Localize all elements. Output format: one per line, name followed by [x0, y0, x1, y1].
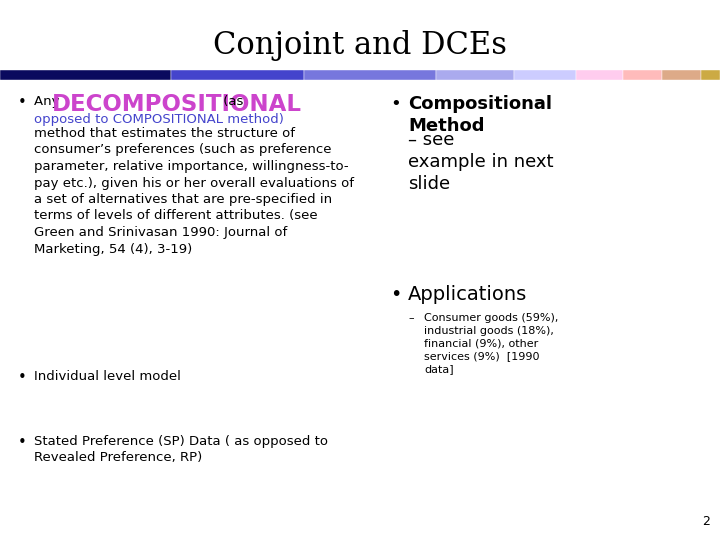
Text: •: •: [390, 285, 401, 304]
Text: 2: 2: [702, 515, 710, 528]
Text: •: •: [390, 95, 401, 113]
Text: •: •: [18, 435, 27, 450]
Bar: [576, 70, 623, 80]
Bar: [662, 70, 701, 80]
Bar: [436, 70, 514, 80]
Bar: [0, 70, 171, 80]
Text: –: –: [408, 313, 413, 323]
Bar: [171, 70, 304, 80]
Text: Individual level model: Individual level model: [34, 370, 181, 383]
Text: Applications: Applications: [408, 285, 527, 304]
Text: Consumer goods (59%),
industrial goods (18%),
financial (9%), other
services (9%: Consumer goods (59%), industrial goods (…: [424, 313, 559, 374]
Text: •: •: [18, 95, 27, 110]
Bar: [623, 70, 662, 80]
Text: Conjoint and DCEs: Conjoint and DCEs: [213, 30, 507, 61]
Text: Stated Preference (SP) Data ( as opposed to
Revealed Preference, RP): Stated Preference (SP) Data ( as opposed…: [34, 435, 328, 464]
Text: (as: (as: [219, 95, 243, 108]
Text: Compositional
Method: Compositional Method: [408, 95, 552, 135]
Bar: [701, 70, 720, 80]
Text: opposed to COMPOSITIONAL method): opposed to COMPOSITIONAL method): [34, 113, 284, 126]
Text: Any: Any: [34, 95, 64, 108]
Text: – see
example in next
slide: – see example in next slide: [408, 131, 554, 193]
Text: •: •: [18, 370, 27, 385]
Text: method that estimates the structure of
consumer’s preferences (such as preferenc: method that estimates the structure of c…: [34, 127, 354, 255]
Bar: [304, 70, 436, 80]
Text: DECOMPOSITIONAL: DECOMPOSITIONAL: [52, 93, 302, 116]
Bar: [514, 70, 576, 80]
